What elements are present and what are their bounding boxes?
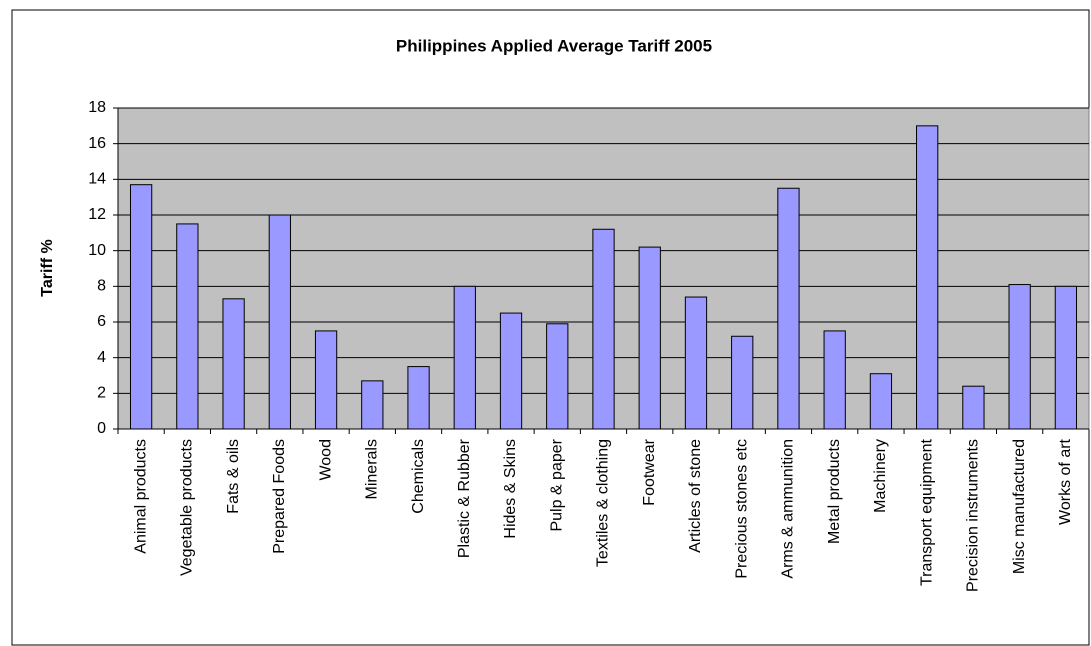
x-tick-label: Minerals bbox=[364, 439, 381, 499]
y-tick-label: 12 bbox=[88, 206, 106, 223]
x-tick-label: Works of art bbox=[1057, 438, 1074, 525]
y-tick-label: 10 bbox=[88, 242, 106, 259]
x-tick-label: Vegetable products bbox=[179, 439, 196, 576]
bar bbox=[453, 285, 476, 430]
y-tick-label: 0 bbox=[97, 420, 106, 437]
x-tick-label: Hides & Skins bbox=[502, 439, 519, 539]
bar bbox=[1008, 284, 1031, 430]
bar bbox=[314, 330, 338, 430]
bar bbox=[361, 380, 384, 430]
x-tick-label: Precision instruments bbox=[965, 439, 982, 592]
bar bbox=[684, 296, 708, 430]
x-tick-label: Misc manufactured bbox=[1011, 439, 1028, 574]
bar bbox=[222, 298, 245, 430]
bar bbox=[869, 373, 893, 430]
bar bbox=[129, 184, 153, 430]
y-tick-label: 4 bbox=[97, 349, 106, 366]
bar bbox=[407, 366, 430, 430]
y-tick-label: 2 bbox=[97, 385, 106, 402]
bar bbox=[638, 246, 661, 430]
y-tick-label: 6 bbox=[97, 313, 106, 330]
bar bbox=[777, 187, 800, 430]
y-tick-label: 18 bbox=[88, 99, 106, 116]
bar bbox=[1054, 285, 1078, 430]
bar bbox=[823, 330, 846, 430]
x-tick-label: Articles of stone bbox=[687, 439, 704, 553]
x-tick-label: Chemicals bbox=[410, 439, 427, 514]
x-tick-label: Plastic & Rubber bbox=[456, 438, 473, 558]
x-tick-label: Footwear bbox=[641, 438, 658, 505]
bar bbox=[731, 335, 754, 430]
bar bbox=[916, 125, 939, 430]
bar bbox=[962, 385, 985, 430]
x-tick-label: Prepared Foods bbox=[271, 439, 288, 554]
y-axis-label: Tariff % bbox=[39, 239, 56, 296]
bar bbox=[268, 214, 291, 430]
x-tick-label: Wood bbox=[317, 439, 334, 481]
x-tick-label: Transport equipment bbox=[918, 438, 935, 586]
bar bbox=[592, 228, 615, 430]
bar bbox=[546, 323, 569, 430]
x-tick-label: Metal products bbox=[826, 439, 843, 544]
bar bbox=[176, 223, 199, 430]
x-tick-label: Animal products bbox=[132, 439, 149, 554]
x-tick-label: Machinery bbox=[872, 439, 889, 513]
x-tick-label: Textiles & clothing bbox=[595, 439, 612, 567]
bar bbox=[499, 312, 523, 430]
x-tick-label: Pulp & paper bbox=[548, 438, 565, 531]
x-tick-label: Precious stones etc bbox=[733, 439, 750, 579]
y-tick-label: 8 bbox=[97, 278, 106, 295]
chart-title: Philippines Applied Average Tariff 2005 bbox=[396, 36, 712, 55]
y-tick-label: 16 bbox=[88, 135, 106, 152]
x-tick-label: Arms & ammunition bbox=[780, 439, 797, 579]
y-tick-label: 14 bbox=[88, 171, 106, 188]
x-tick-label: Fats & oils bbox=[225, 439, 242, 514]
